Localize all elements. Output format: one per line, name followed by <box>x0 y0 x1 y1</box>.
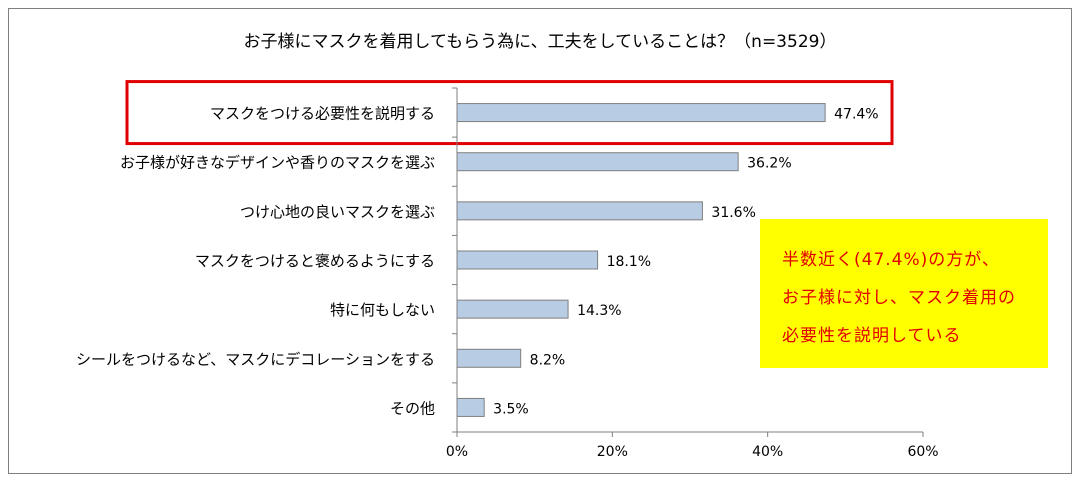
callout-line-2: お子様に対し、マスク着用の <box>782 288 1016 308</box>
bar-5 <box>456 299 569 319</box>
category-label-1: マスクをつける必要性を説明する <box>210 105 435 123</box>
category-label-2: お子様が好きなデザインや香りのマスクを選ぶ <box>120 154 435 172</box>
bar-value-label-1: 47.4% <box>834 107 878 123</box>
category-label-4: マスクをつけると褒めるようにする <box>195 252 435 270</box>
bar-3 <box>456 201 703 221</box>
x-tick-label-2: 40% <box>752 444 783 460</box>
x-tick-label-3: 60% <box>907 444 938 460</box>
bar-value-label-7: 3.5% <box>493 401 529 417</box>
category-label-6: シールをつけるなど、マスクにデコレーションをする <box>76 350 435 368</box>
x-tick-label-1: 20% <box>597 444 628 460</box>
chart-frame <box>8 8 1072 474</box>
callout-line-1: 半数近く(47.4%)の方が、 <box>782 250 1000 270</box>
bar-4 <box>456 250 599 270</box>
highlight-box <box>125 80 894 146</box>
category-label-5: 特に何もしない <box>330 301 435 319</box>
bar-2 <box>456 152 739 172</box>
bar-6 <box>456 348 522 368</box>
category-label-7: その他 <box>390 399 435 417</box>
category-label-3: つけ心地の良いマスクを選ぶ <box>240 203 435 221</box>
bar-1 <box>456 103 826 123</box>
callout-line-3: 必要性を説明している <box>782 326 962 346</box>
bar-value-label-2: 36.2% <box>747 156 791 172</box>
bar-value-label-4: 18.1% <box>607 254 651 270</box>
bar-value-label-5: 14.3% <box>577 303 621 319</box>
chart-title: お子様にマスクを着用してもらう為に、工夫をしていることは？（n=3529） <box>244 32 837 52</box>
bar-7 <box>456 397 485 417</box>
x-tick-label-0: 0% <box>446 444 468 460</box>
bar-value-label-3: 31.6% <box>711 205 755 221</box>
annotation-callout: 半数近く(47.4%)の方が、 お子様に対し、マスク着用の 必要性を説明している <box>760 219 1048 368</box>
bar-value-label-6: 8.2% <box>530 352 566 368</box>
